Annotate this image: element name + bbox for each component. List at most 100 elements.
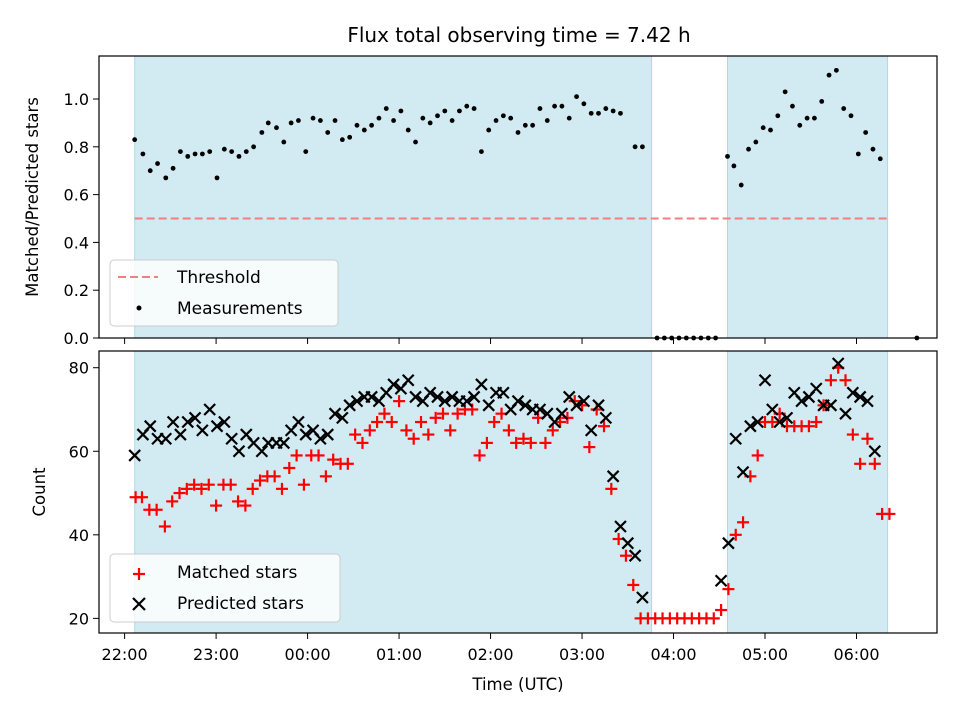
- measurement-point: [464, 103, 470, 109]
- predicted-star-point: [225, 432, 238, 446]
- measurement-point: [768, 127, 773, 133]
- x-axis-title: Time (UTC): [471, 675, 563, 694]
- measurement-point: [354, 122, 360, 128]
- matched-star-point: [846, 428, 859, 441]
- matched-star-point: [393, 395, 406, 408]
- predicted-star-point: [387, 378, 400, 391]
- matched-star-point: [883, 507, 896, 520]
- legend-threshold-label: Threshold: [176, 268, 261, 288]
- measurement-point: [471, 106, 477, 111]
- predicted-star-point: [606, 470, 620, 483]
- matched-star-point: [400, 424, 413, 437]
- matched-star-point: [283, 461, 296, 474]
- measurement-point: [420, 115, 426, 121]
- predicted-star-mark-b: [533, 403, 547, 416]
- predicted-star-point: [766, 403, 779, 416]
- top-ytick-label: 1.0: [64, 90, 89, 109]
- bottom-plot-frame: [98, 350, 938, 634]
- measurement-point: [863, 130, 869, 135]
- matched-star-point: [224, 478, 237, 491]
- predicted-star-point: [203, 403, 216, 416]
- matched-star-point: [158, 520, 171, 533]
- matched-star-point: [707, 612, 720, 625]
- measurement-point: [493, 118, 499, 123]
- measurement-point: [508, 115, 514, 121]
- predicted-star-mark-b: [824, 399, 838, 412]
- predicted-star-point: [365, 390, 378, 404]
- predicted-star-mark-b: [729, 432, 743, 446]
- legend-matched-label: Matched stars: [177, 563, 297, 583]
- predicted-star-mark-b: [555, 407, 569, 420]
- matched-star-point: [597, 420, 610, 433]
- predicted-star-mark-b: [203, 403, 216, 416]
- matched-star-point: [539, 436, 552, 449]
- predicted-star-mark-b: [577, 394, 591, 408]
- predicted-star-point: [232, 444, 246, 458]
- top-ytick-label: 0.6: [64, 186, 89, 205]
- matched-star-point: [590, 403, 603, 416]
- measurement-point: [170, 165, 176, 171]
- matched-star-point: [415, 416, 428, 429]
- measurement-point: [775, 113, 781, 119]
- predicted-star-point: [159, 432, 173, 446]
- measurement-point: [760, 125, 766, 131]
- predicted-star-mark-b: [277, 436, 291, 450]
- matched-star-point: [546, 424, 559, 437]
- bottom-legend-box: [109, 553, 341, 623]
- predicted-star-mark-b: [562, 390, 576, 404]
- predicted-star-mark-b: [519, 399, 532, 412]
- matched-star-point: [349, 428, 362, 441]
- measurement-point: [530, 122, 536, 128]
- predicted-star-point: [751, 415, 764, 429]
- measurement-point: [199, 151, 205, 157]
- predicted-stars-layer: [128, 357, 882, 604]
- matched-star-point: [275, 482, 288, 495]
- predicted-star-point: [861, 394, 874, 408]
- legend-predicted-swatch: [132, 597, 146, 611]
- matched-star-point: [868, 457, 881, 470]
- xtick-label: 23:00: [193, 645, 239, 664]
- matched-star-point: [422, 428, 435, 441]
- matched-star-point: [210, 499, 223, 512]
- predicted-star-point: [174, 428, 187, 441]
- matched-star-point: [517, 432, 530, 445]
- measurement-point: [398, 108, 404, 114]
- matched-star-point: [385, 416, 398, 429]
- predicted-star-mark-b: [846, 386, 860, 400]
- measurement-point: [544, 118, 550, 123]
- predicted-star-mark-b: [460, 394, 474, 408]
- measurement-point: [163, 175, 169, 181]
- measurement-point: [797, 122, 803, 128]
- predicted-star-mark-b: [766, 403, 779, 416]
- measurement-point: [147, 168, 153, 174]
- predicted-star-mark-b: [628, 549, 642, 562]
- predicted-star-mark-b: [343, 399, 356, 412]
- measurement-point: [347, 134, 353, 140]
- predicted-star-point: [166, 415, 180, 429]
- predicted-star-point: [328, 407, 342, 420]
- predicted-star-point: [181, 415, 195, 429]
- matched-star-point: [166, 495, 179, 508]
- measurement-point: [731, 163, 737, 169]
- predicted-star-point: [460, 394, 474, 408]
- predicted-star-point: [482, 399, 496, 412]
- predicted-star-point: [533, 403, 547, 416]
- matched-star-point: [297, 478, 310, 491]
- predicted-star-mark-b: [350, 394, 364, 408]
- predicted-star-mark-b: [143, 419, 157, 433]
- matched-star-point: [751, 449, 764, 462]
- predicted-star-mark-b: [409, 390, 422, 404]
- measurement-point: [746, 146, 751, 152]
- top-y-axis-title: Matched/Predicted stars: [23, 97, 42, 297]
- predicted-star-mark-b: [321, 428, 334, 441]
- predicted-star-mark-b: [722, 536, 735, 550]
- predicted-star-mark-b: [292, 415, 305, 429]
- predicted-star-mark-b: [401, 373, 415, 387]
- predicted-star-point: [511, 394, 525, 408]
- predicted-star-mark-b: [780, 411, 794, 425]
- measurement-point: [155, 161, 160, 166]
- predicted-star-point: [809, 382, 823, 395]
- measurement-point: [221, 146, 227, 152]
- top-panel: 0.0 0.2 0.4 0.6 0.8 1.0 Matched/Predicted sta…: [23, 55, 938, 348]
- measurement-point: [603, 106, 609, 111]
